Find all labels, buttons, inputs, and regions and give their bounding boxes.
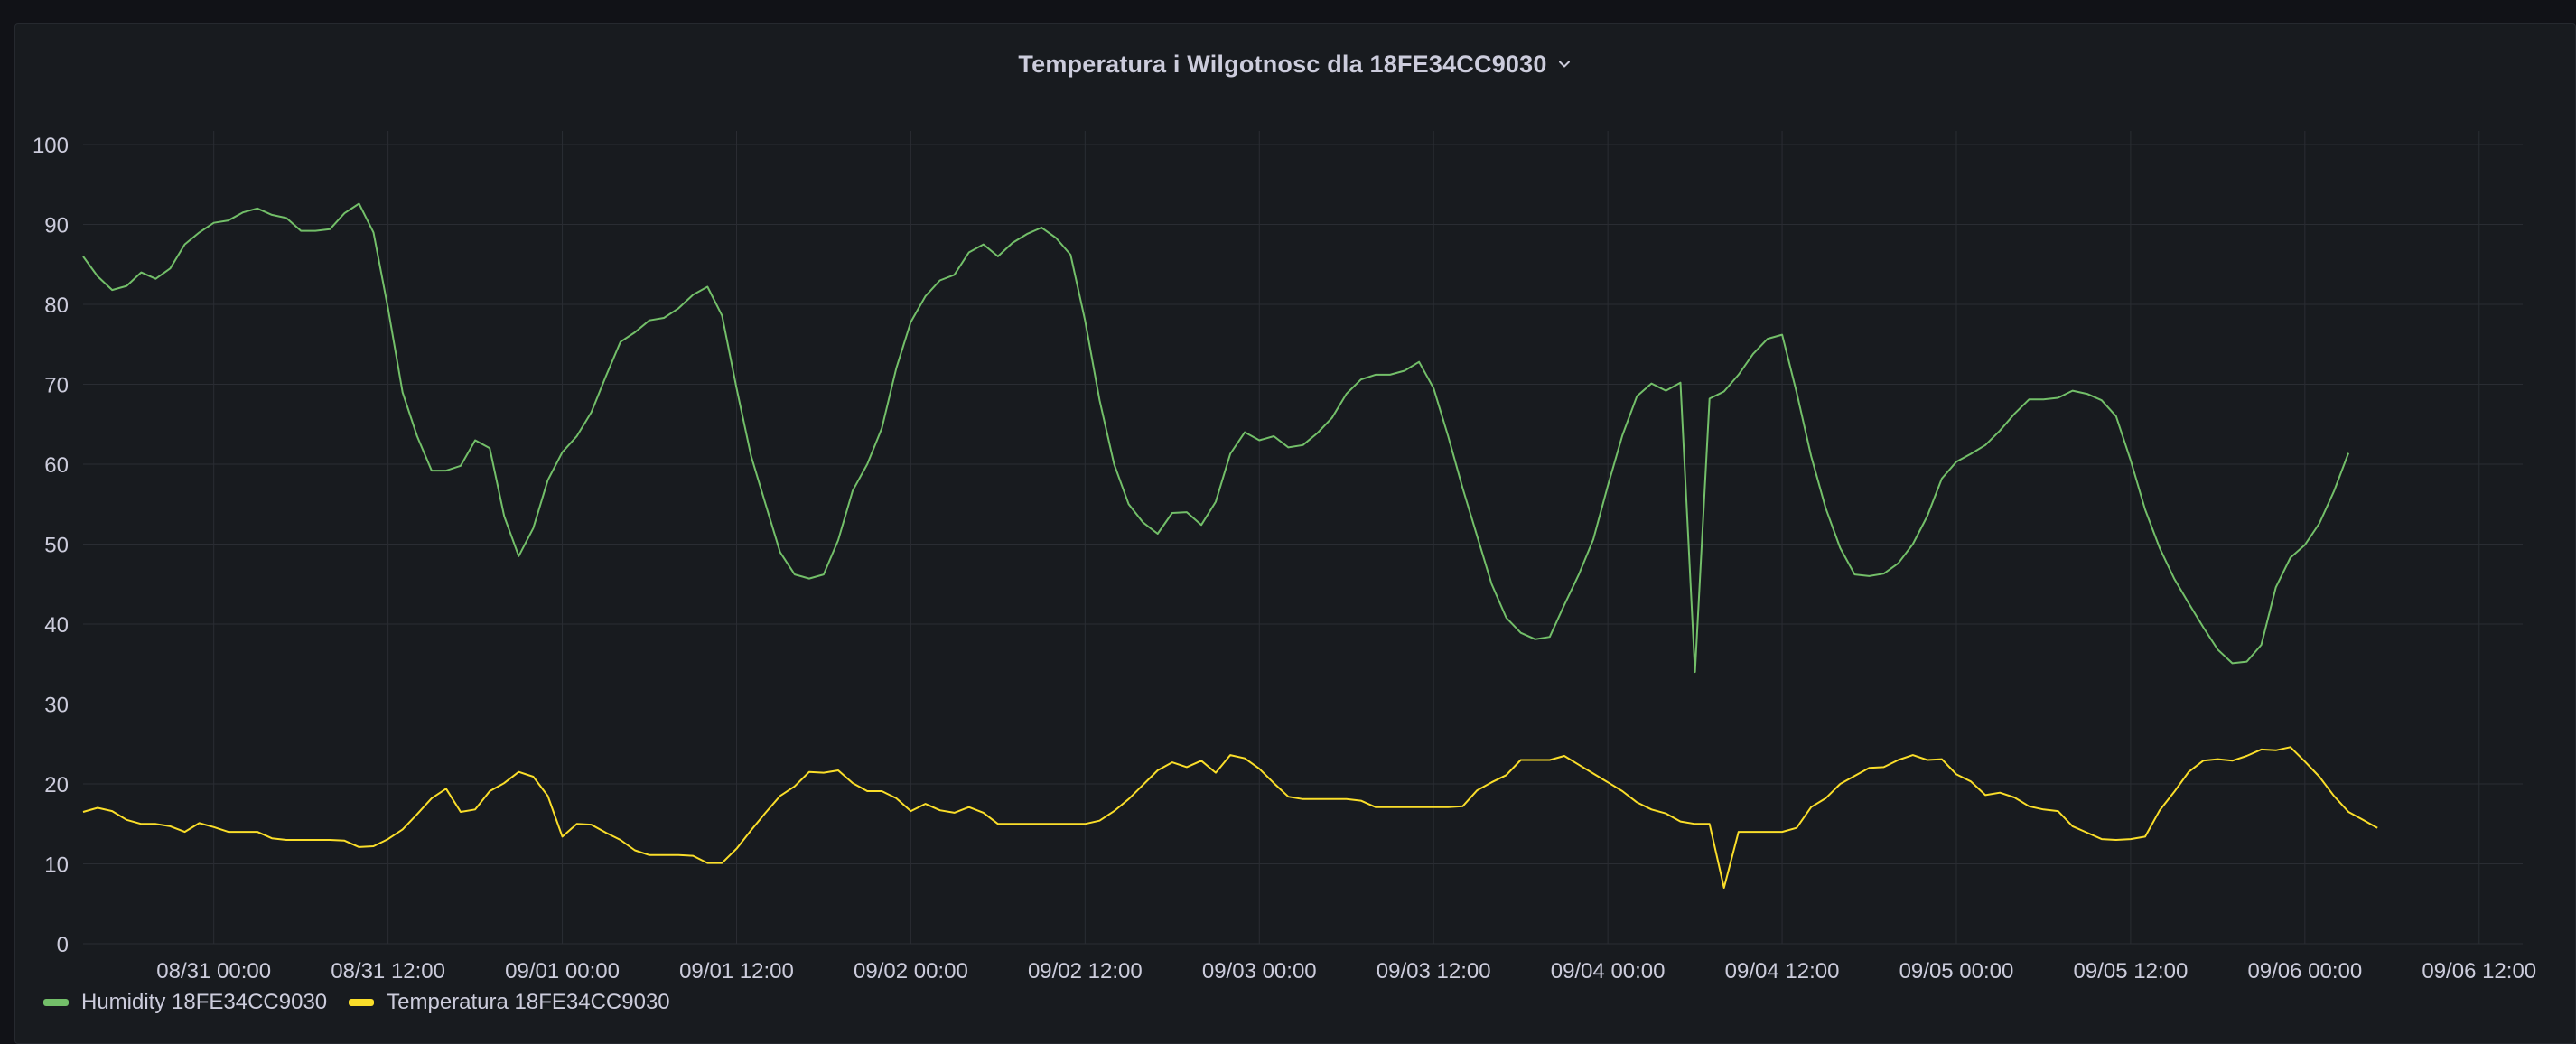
x-tick-label: 08/31 00:00 [156,959,271,983]
y-tick-label: 100 [33,134,69,158]
x-tick-label: 09/03 00:00 [1202,959,1317,983]
chevron-down-icon [1558,61,1570,68]
series-line-temperature [82,746,2378,889]
y-tick-label: 20 [44,773,69,797]
y-tick-label: 10 [44,853,69,878]
x-tick-label: 09/03 12:00 [1377,959,1491,983]
chart-panel: Temperatura i Wilgotnosc dla 18FE34CC903… [14,23,2576,1044]
x-tick-label: 09/02 12:00 [1028,959,1143,983]
legend-item-temperature[interactable]: Temperatura 18FE34CC9030 [349,990,670,1015]
y-tick-label: 70 [44,374,69,398]
legend-item-humidity[interactable]: Humidity 18FE34CC9030 [43,990,327,1015]
x-tick-label: 09/05 00:00 [1899,959,2014,983]
legend-swatch-humidity [43,999,69,1006]
y-tick-label: 50 [44,534,69,558]
x-tick-label: 09/05 12:00 [2074,959,2189,983]
y-tick-label: 60 [44,453,69,478]
x-tick-label: 09/02 00:00 [854,959,968,983]
x-tick-label: 08/31 12:00 [331,959,445,983]
legend-swatch-temperature [349,999,375,1006]
x-tick-label: 09/01 12:00 [679,959,794,983]
legend-label-humidity: Humidity 18FE34CC9030 [81,990,328,1014]
legend-label-temperature: Temperatura 18FE34CC9030 [387,990,670,1014]
panel-title-menu[interactable]: Temperatura i Wilgotnosc dla 18FE34CC903… [1018,51,1572,79]
x-tick-label: 09/04 12:00 [1725,959,1840,983]
legend: Humidity 18FE34CC9030 Temperatura 18FE34… [43,990,670,1015]
panel-header: Temperatura i Wilgotnosc dla 18FE34CC903… [15,37,2575,91]
panel-title: Temperatura i Wilgotnosc dla 18FE34CC903… [1018,50,1547,78]
y-tick-label: 40 [44,613,69,638]
y-tick-label: 80 [44,294,69,318]
y-tick-label: 30 [44,694,69,718]
series-line-humidity [82,202,2350,674]
y-tick-label: 0 [57,933,69,957]
x-tick-label: 09/06 12:00 [2422,959,2536,983]
y-tick-label: 90 [44,214,69,238]
x-tick-label: 09/06 00:00 [2247,959,2362,983]
x-tick-label: 09/01 00:00 [505,959,620,983]
x-tick-label: 09/04 00:00 [1551,959,1666,983]
